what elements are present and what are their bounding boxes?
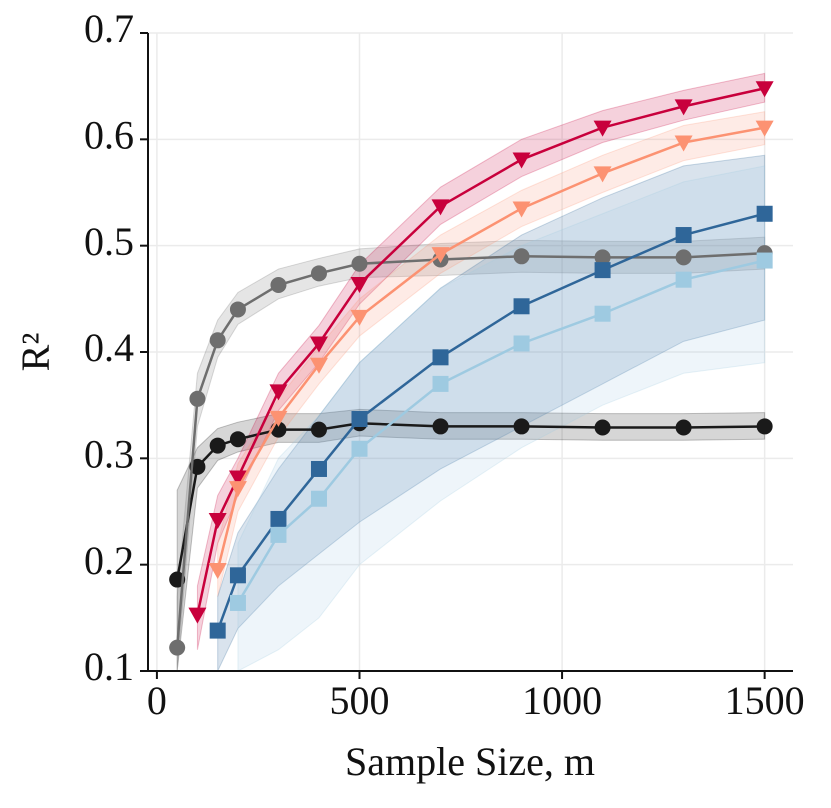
y-tick-label: 0.6: [84, 113, 134, 158]
marker: [229, 301, 246, 318]
marker: [229, 431, 246, 448]
y-tick-label: 0.1: [84, 644, 134, 689]
marker: [675, 249, 692, 266]
series-line: [216, 212, 765, 632]
marker: [209, 332, 226, 349]
marker: [431, 199, 450, 216]
marker: [310, 460, 327, 477]
series-line: [175, 251, 765, 648]
bands: [176, 72, 766, 671]
marker: [208, 562, 227, 579]
marker: [209, 622, 226, 639]
marker: [309, 336, 328, 353]
band: [217, 154, 766, 671]
x-tick-label: 1000: [522, 678, 602, 723]
marker: [513, 298, 530, 315]
marker: [269, 410, 288, 427]
marker: [228, 481, 247, 498]
marker: [674, 99, 693, 116]
marker: [270, 526, 287, 543]
band: [237, 165, 766, 671]
marker: [351, 410, 368, 427]
marker: [209, 437, 226, 454]
marker: [512, 201, 531, 218]
x-tick-label: 1500: [725, 678, 805, 723]
marker: [270, 277, 287, 294]
marker: [594, 419, 611, 436]
marker: [513, 335, 530, 352]
marker: [432, 375, 449, 392]
ticks: 0.1 0.2 0.3 0.4 0.5 0.6 0.7 0 500 1000 1500: [84, 6, 805, 723]
marker: [593, 166, 612, 183]
marker: [594, 249, 611, 266]
marker: [513, 248, 530, 265]
y-tick-label: 0.5: [84, 219, 134, 264]
marker: [310, 490, 327, 507]
marker: [351, 440, 368, 457]
marker: [756, 418, 773, 435]
band: [176, 236, 766, 671]
y-tick-label: 0.2: [84, 538, 134, 583]
marker: [431, 247, 450, 264]
marker: [228, 470, 247, 487]
marker: [674, 135, 693, 152]
marker: [310, 421, 327, 438]
marker: [594, 262, 611, 279]
marker: [594, 305, 611, 322]
marker: [189, 390, 206, 407]
y-tick-label: 0.3: [84, 432, 134, 477]
lines: [169, 81, 774, 656]
marker: [269, 384, 288, 401]
x-tick-label: 500: [329, 678, 389, 723]
marker: [675, 227, 692, 244]
marker: [512, 152, 531, 169]
marker: [755, 120, 774, 137]
x-axis-label: Sample Size, m: [345, 739, 595, 784]
marker: [270, 510, 287, 527]
marker: [350, 276, 369, 293]
marker: [432, 349, 449, 366]
marker: [755, 81, 774, 98]
marker: [309, 357, 328, 374]
marker: [169, 639, 186, 656]
marker: [351, 255, 368, 272]
marker: [513, 418, 530, 435]
marker: [350, 309, 369, 326]
marker: [229, 594, 246, 611]
marker: [310, 265, 327, 282]
marker: [756, 252, 773, 269]
x-tick-label: 0: [147, 678, 167, 723]
marker: [229, 567, 246, 584]
y-tick-label: 0.7: [84, 6, 134, 51]
y-axis-label: R²: [13, 333, 58, 372]
marker: [756, 205, 773, 222]
marker: [188, 607, 207, 624]
y-tick-label: 0.4: [84, 325, 134, 370]
marker: [675, 271, 692, 288]
marker: [208, 513, 227, 530]
marker: [675, 419, 692, 436]
series-line: [216, 126, 765, 571]
marker: [593, 120, 612, 137]
marker: [432, 418, 449, 435]
